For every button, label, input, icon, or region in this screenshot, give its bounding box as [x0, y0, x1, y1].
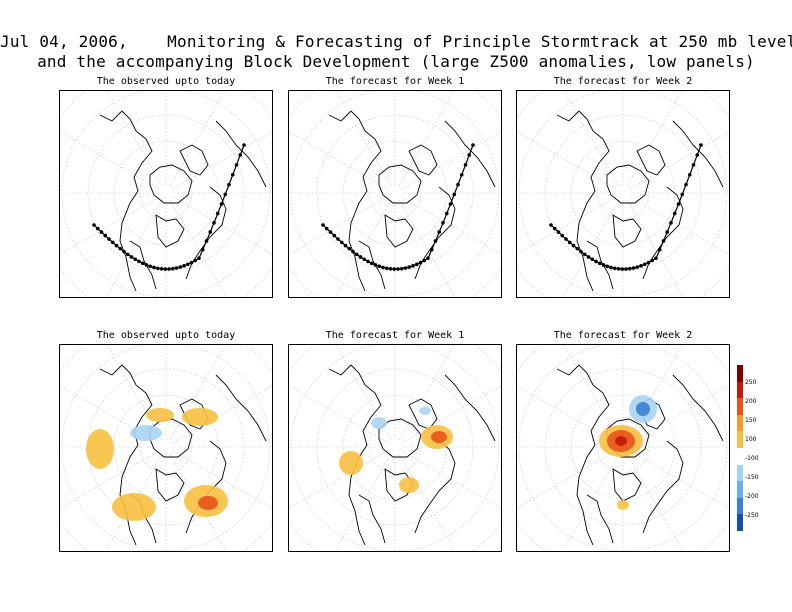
panel-title-top-observed: The observed upto today [96, 76, 236, 87]
colorbar-swatch [737, 365, 743, 382]
colorbar-swatch [737, 381, 743, 399]
panel-title-top-week1: The forecast for Week 1 [325, 76, 465, 87]
colorbar-label: 100 [745, 436, 757, 443]
colorbar-swatch [737, 497, 743, 515]
z500-anomaly-map-week1 [288, 344, 502, 552]
z500-anomaly-map-week2 [516, 344, 730, 552]
colorbar-swatch [737, 514, 743, 531]
panel-title-bottom-observed: The observed upto today [96, 330, 236, 341]
colorbar-label: -150 [745, 474, 759, 481]
colorbar-swatch [737, 447, 743, 465]
colorbar-swatch [737, 481, 743, 498]
panel-title-bottom-week1: The forecast for Week 1 [325, 330, 465, 341]
stormtrack-map-observed [59, 90, 273, 298]
panel-title-bottom-week2: The forecast for Week 2 [553, 330, 693, 341]
stormtrack-map-week1 [288, 90, 502, 298]
colorbar-swatch [737, 464, 743, 482]
anomaly-colorbar [737, 365, 743, 531]
figure-title-line1: Jul 04, 2006, Monitoring & Forecasting o… [0, 32, 792, 51]
colorbar-label: -100 [745, 455, 759, 462]
colorbar-label: 250 [745, 379, 757, 386]
colorbar-swatch [737, 414, 743, 432]
colorbar-swatch [737, 398, 743, 415]
colorbar-label: -200 [745, 493, 759, 500]
colorbar-label: -250 [745, 512, 759, 519]
z500-anomaly-map-observed [59, 344, 273, 552]
colorbar-label: 150 [745, 417, 757, 424]
figure-title-line2: and the accompanying Block Development (… [37, 52, 755, 71]
panel-title-top-week2: The forecast for Week 2 [553, 76, 693, 87]
stormtrack-map-week2 [516, 90, 730, 298]
colorbar-label: 200 [745, 398, 757, 405]
colorbar-swatch [737, 431, 743, 448]
